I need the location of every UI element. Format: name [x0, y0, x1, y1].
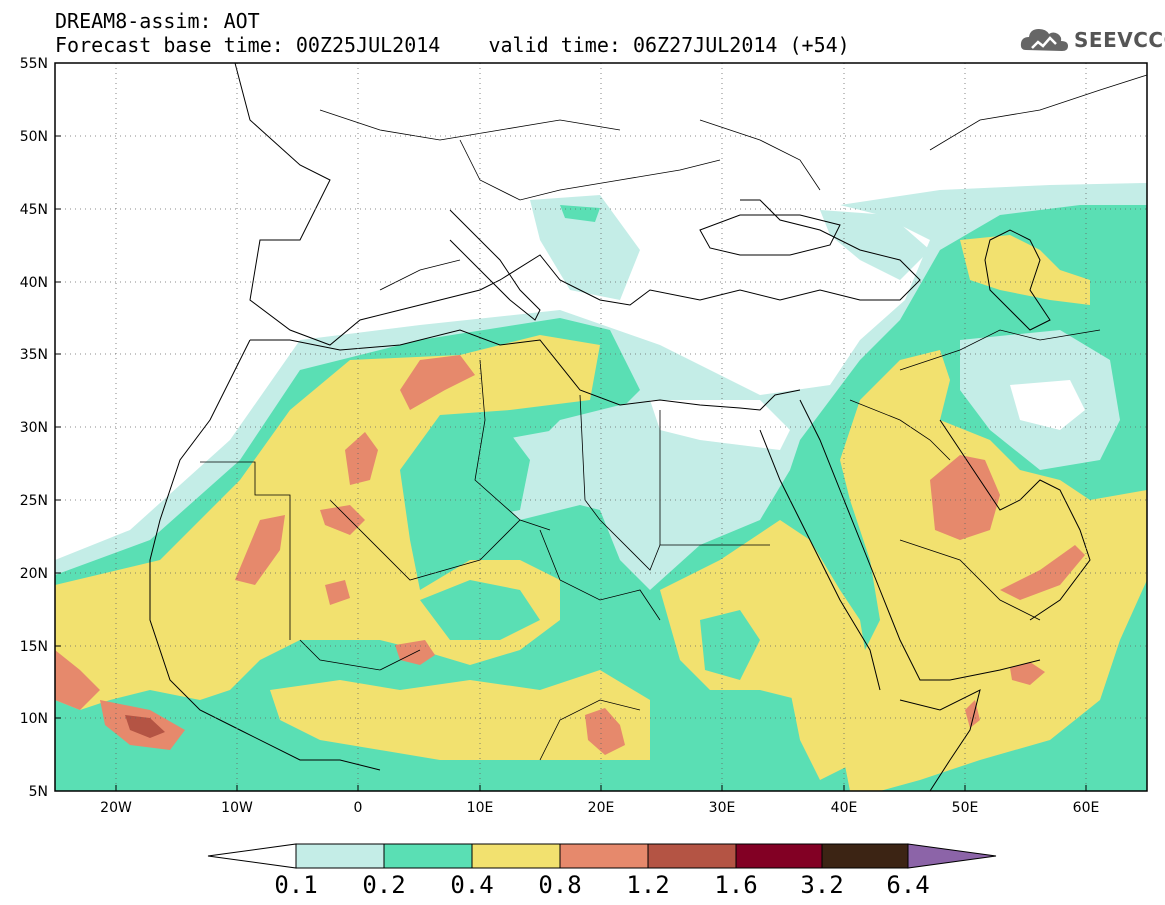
colorbar-swatch [295, 843, 385, 869]
europe-coast [234, 63, 921, 346]
colorbar-label: 0.4 [450, 871, 493, 899]
aot-clear-iran [1010, 380, 1085, 430]
lat-label: 45N [20, 202, 48, 218]
lon-label: 20E [588, 800, 615, 816]
lon-label: 10W [221, 800, 253, 816]
colorbar [207, 843, 997, 869]
red-sea-east [799, 399, 1041, 681]
aot-0.1-balkans [530, 195, 640, 300]
colorbar-swatch [647, 843, 737, 869]
lon-label: 40E [831, 800, 858, 816]
aot-0.2-chad [700, 610, 760, 680]
lon-label: 20W [100, 800, 132, 816]
colorbar-labels: 0.1 0.2 0.4 0.8 1.2 1.6 3.2 6.4 [274, 871, 929, 899]
colorbar-label: 3.2 [800, 871, 843, 899]
italy [449, 209, 541, 321]
axis-ticks [55, 62, 1087, 791]
map-title: DREAM8-assim: AOT [55, 9, 260, 33]
colorbar-right-arrow [907, 843, 997, 869]
lat-label: 35N [20, 347, 48, 363]
aot-0.8-mali [320, 505, 365, 535]
lon-label: 30E [709, 800, 736, 816]
aot-0.1-egypt [520, 400, 790, 590]
coastlines [149, 63, 1091, 791]
colorbar-label: 1.2 [626, 871, 669, 899]
lat-label: 30N [20, 420, 48, 436]
black-sea [699, 214, 841, 256]
aot-0.8-guinea [55, 650, 100, 710]
aot-1.2-liberia [125, 715, 165, 738]
lat-label: 55N [20, 56, 48, 72]
longitude-labels: 20W 10W 0 10E 20E 30E 40E 50E 60E [100, 800, 1099, 816]
lat-label: 10N [20, 711, 48, 727]
aot-0.4-arabia [830, 350, 1147, 791]
aot-0.8-car [585, 708, 625, 755]
lon-label: 10E [467, 800, 494, 816]
graticule [55, 63, 1147, 791]
aot-0.8-oman [1000, 545, 1085, 600]
lat-label: 50N [20, 129, 48, 145]
country-borders [200, 74, 1147, 761]
aot-0.2-mali [420, 580, 540, 640]
aot-0.8-yemen [1010, 662, 1045, 685]
colorbar-label: 0.2 [362, 871, 405, 899]
colorbar-label: 1.6 [714, 871, 757, 899]
lat-label: 5N [29, 784, 48, 800]
aot-0.8-algeria [345, 432, 378, 485]
aot-0.8-sudan [325, 580, 350, 605]
colorbar-swatch [471, 843, 561, 869]
lon-label: 60E [1073, 800, 1100, 816]
seevccc-logo: SEEVCCC [1018, 20, 1165, 60]
latitude-labels: 55N 50N 45N 40N 35N 30N 25N 20N 15N 10N … [20, 56, 48, 800]
aot-clear-egypt [650, 400, 790, 450]
colorbar-label: 0.8 [538, 871, 581, 899]
aot-0.2-algeria [430, 420, 530, 520]
logo-text: SEEVCCC [1074, 28, 1165, 52]
cloud-icon [1020, 29, 1068, 51]
aot-0.4-east-africa [790, 660, 860, 780]
lat-label: 20N [20, 566, 48, 582]
lat-label: 25N [20, 493, 48, 509]
aot-0.8-mauritania [235, 515, 285, 585]
colorbar-label: 0.1 [274, 871, 317, 899]
colorbar-label: 6.4 [886, 871, 929, 899]
lon-label: 0 [354, 800, 363, 816]
africa-west-coast [149, 339, 381, 771]
colorbar-swatch [559, 843, 649, 869]
colorbar-swatch [735, 843, 823, 869]
aot-0.8-morocco [400, 355, 475, 410]
africa-north-coast [250, 329, 801, 411]
colorbar-swatch [383, 843, 473, 869]
caspian-sea [984, 229, 1051, 331]
aot-0.8-gulf [930, 455, 1000, 540]
horn-of-africa [899, 689, 981, 791]
red-sea-west [759, 429, 881, 691]
lat-label: 40N [20, 275, 48, 291]
forecast-times: Forecast base time: 00Z25JUL2014 valid t… [55, 33, 850, 57]
lon-label: 50E [952, 800, 979, 816]
aot-0.4-caspian [960, 235, 1090, 305]
colorbar-swatch [821, 843, 909, 869]
aot-contours [55, 183, 1147, 791]
aot-0.4-sahel [270, 670, 650, 760]
colorbar-left-arrow [207, 843, 297, 869]
lat-label: 15N [20, 639, 48, 655]
